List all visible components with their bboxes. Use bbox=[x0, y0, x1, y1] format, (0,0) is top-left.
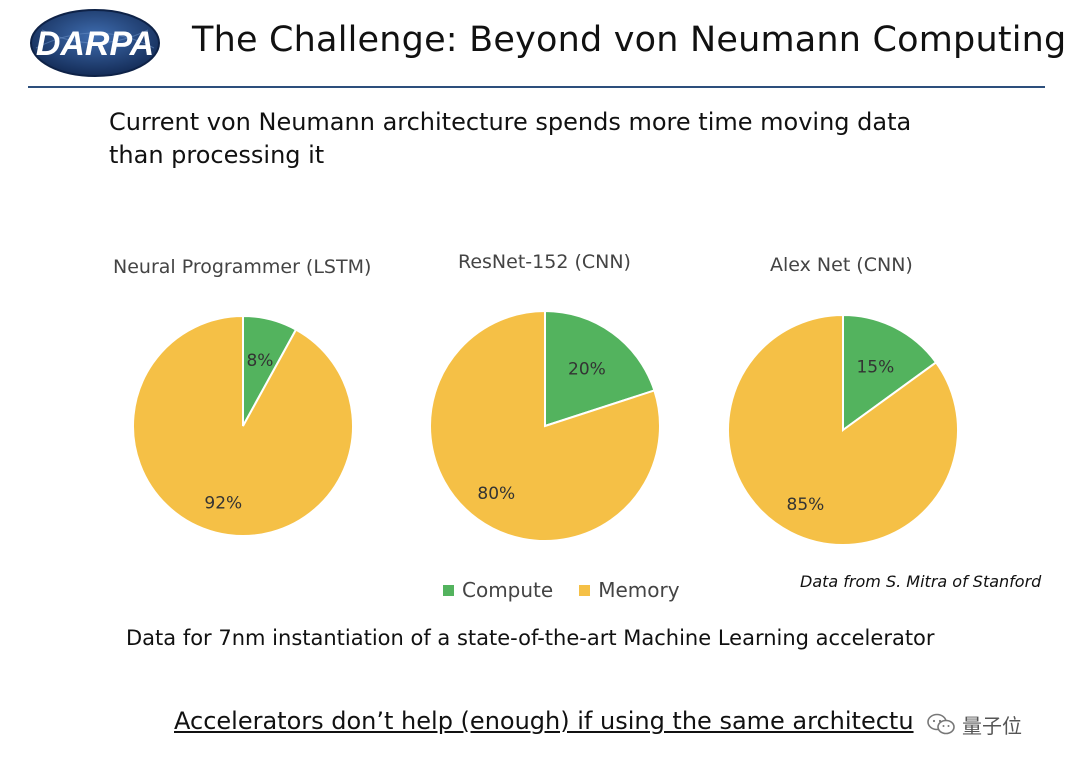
chart-legend: Compute Memory bbox=[443, 578, 680, 602]
page-title: The Challenge: Beyond von Neumann Comput… bbox=[192, 20, 1067, 60]
watermark-text: 量子位 bbox=[962, 713, 1022, 738]
data-note: Data for 7nm instantiation of a state-of… bbox=[126, 626, 935, 650]
pie-slice-resnet-memory bbox=[429, 309, 661, 542]
legend-compute-label: Compute bbox=[462, 578, 554, 602]
title-divider bbox=[28, 86, 1045, 88]
wechat-icon bbox=[927, 713, 955, 735]
pie-label-alexnet-compute: 15% bbox=[856, 357, 894, 377]
darpa-logo: DARPA bbox=[30, 9, 160, 77]
pie-title-resnet: ResNet-152 (CNN) bbox=[458, 251, 631, 273]
data-source: Data from S. Mitra of Stanford bbox=[800, 572, 1042, 591]
legend-compute-swatch bbox=[443, 584, 454, 596]
pie-label-lstm-memory: 92% bbox=[204, 494, 242, 514]
pie-slice-alexnet-memory bbox=[727, 313, 959, 546]
pie-title-lstm: Neural Programmer (LSTM) bbox=[113, 256, 372, 278]
pie-title-alexnet: Alex Net (CNN) bbox=[770, 254, 913, 276]
legend-memory-swatch bbox=[579, 584, 591, 596]
intro-text: Current von Neumann architecture spends … bbox=[109, 106, 969, 172]
footer-statement: Accelerators don’t help (enough) if usin… bbox=[174, 707, 914, 735]
pie-label-alexnet-memory: 85% bbox=[787, 495, 825, 515]
legend-memory-label: Memory bbox=[598, 578, 680, 602]
pie-slice-lstm-memory bbox=[132, 314, 354, 537]
pie-label-resnet-memory: 80% bbox=[477, 484, 515, 504]
logo-text: DARPA bbox=[36, 25, 154, 63]
pie-label-resnet-compute: 20% bbox=[568, 359, 606, 379]
pie-slice-alexnet-compute bbox=[842, 313, 938, 432]
watermark: 量子位 bbox=[922, 708, 1026, 740]
pie-label-lstm-compute: 8% bbox=[246, 351, 273, 371]
intro-line-1: Current von Neumann architecture spends … bbox=[109, 108, 912, 136]
intro-line-2: than processing it bbox=[109, 141, 325, 169]
pie-slice-resnet-compute bbox=[544, 309, 656, 428]
